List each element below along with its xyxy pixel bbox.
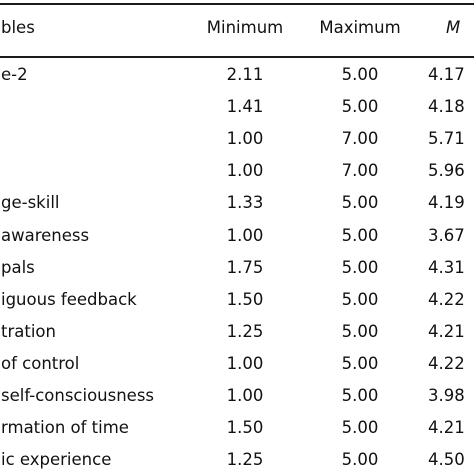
row-mean: 4.31 (428, 258, 465, 277)
row-minimum: 1.25 (226, 322, 264, 341)
table-top-rule (0, 3, 474, 5)
row-maximum: 5.00 (341, 386, 379, 405)
row-maximum: 5.00 (341, 418, 379, 437)
row-minimum: 1.00 (226, 129, 264, 148)
row-variable-name: e-2 (1, 65, 28, 84)
row-mean: 3.67 (428, 226, 465, 245)
header-rule (0, 56, 474, 58)
row-variable-name: ge-skill (1, 193, 60, 212)
row-mean: 4.22 (428, 290, 465, 309)
row-minimum: 1.00 (226, 226, 264, 245)
row-variable-name: of control (1, 354, 80, 373)
row-maximum: 5.00 (341, 97, 379, 116)
row-minimum: 2.11 (226, 65, 264, 84)
row-maximum: 5.00 (341, 65, 379, 84)
row-maximum: 5.00 (341, 354, 379, 373)
row-mean: 4.19 (428, 193, 465, 212)
row-mean: 4.21 (428, 418, 465, 437)
header-mean: M (446, 18, 461, 37)
header-variables: bles (1, 18, 35, 37)
row-variable-name: iguous feedback (1, 290, 137, 309)
header-maximum: Maximum (319, 18, 401, 37)
row-mean: 4.21 (428, 322, 465, 341)
row-variable-name: tration (1, 322, 56, 341)
row-minimum: 1.00 (226, 161, 264, 180)
row-maximum: 5.00 (341, 226, 379, 245)
row-mean: 5.71 (428, 129, 465, 148)
row-maximum: 5.00 (341, 322, 379, 341)
row-minimum: 1.50 (226, 418, 264, 437)
row-maximum: 5.00 (341, 258, 379, 277)
row-variable-name: rmation of time (1, 418, 129, 437)
row-minimum: 1.75 (226, 258, 264, 277)
row-minimum: 1.00 (226, 354, 264, 373)
row-mean: 4.50 (428, 450, 465, 469)
row-mean: 5.96 (428, 161, 465, 180)
row-maximum: 7.00 (341, 129, 379, 148)
row-maximum: 5.00 (341, 193, 379, 212)
row-maximum: 7.00 (341, 161, 379, 180)
row-mean: 3.98 (428, 386, 465, 405)
row-minimum: 1.50 (226, 290, 264, 309)
row-minimum: 1.25 (226, 450, 264, 469)
row-minimum: 1.00 (226, 386, 264, 405)
row-mean: 4.17 (428, 65, 465, 84)
row-maximum: 5.00 (341, 290, 379, 309)
row-maximum: 5.00 (341, 450, 379, 469)
row-variable-name: awareness (1, 226, 90, 245)
row-variable-name: ic experience (1, 450, 112, 469)
row-minimum: 1.33 (226, 193, 264, 212)
header-minimum: Minimum (206, 18, 284, 37)
row-variable-name: self-consciousness (1, 386, 155, 405)
row-variable-name: pals (1, 258, 35, 277)
row-mean: 4.22 (428, 354, 465, 373)
row-minimum: 1.41 (226, 97, 264, 116)
row-mean: 4.18 (428, 97, 465, 116)
